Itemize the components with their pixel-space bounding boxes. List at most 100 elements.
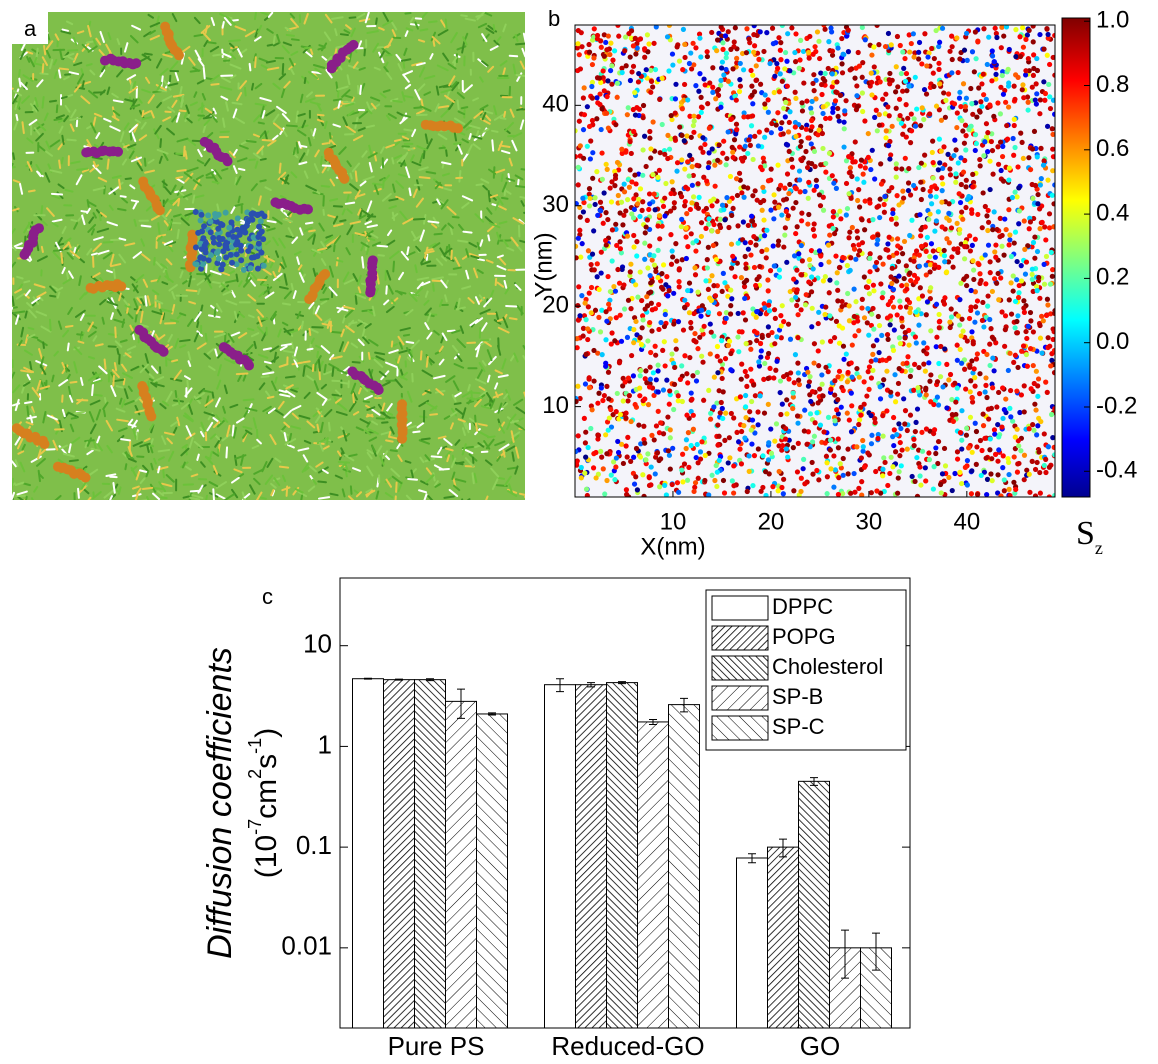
lipid-site [818,70,823,75]
lipid-site [667,147,672,152]
lipid-site [816,348,821,353]
lipid-site [795,413,800,418]
lipid [118,209,126,210]
lipid-site [637,393,642,398]
lipid-site [958,200,963,205]
lipid-site [737,77,742,82]
lipid-site [737,171,742,176]
lipid-site [865,450,870,455]
lipid-site [1046,82,1051,87]
lipid [321,157,322,164]
lipid-site [582,416,587,421]
lipid-site [886,31,891,36]
lipid-site [1045,390,1050,395]
lipid [432,456,442,457]
lipid-site [862,379,867,384]
lipid [244,399,254,400]
lipid [500,118,505,119]
lipid-site [923,478,928,483]
lipid-site [892,372,897,377]
lipid [430,414,437,415]
lipid-site [645,32,650,37]
lipid-site [998,216,1003,221]
lipid [327,438,328,444]
nanosheet-atom [222,242,228,248]
lipid-site [801,80,806,85]
lipid-site [925,235,930,240]
lipid [96,344,103,345]
lipid [195,35,203,36]
lipid-site [743,240,748,245]
lipid-site [695,442,700,447]
lipid-site [928,194,933,199]
lipid [60,69,68,70]
lipid [160,139,161,147]
lipid-site [955,110,960,115]
lipid [215,308,216,316]
lipid [19,70,20,76]
lipid [27,407,28,416]
lipid-site [727,455,732,460]
lipid [407,247,408,254]
lipid-site [921,340,926,345]
lipid-site [996,162,1001,167]
lipid-site [879,181,884,186]
lipid-site [634,253,639,258]
lipid-site [614,455,619,460]
lipid-site [709,30,714,35]
lipid-site [591,228,596,233]
lipid-site [1006,104,1011,109]
lipid-site [591,465,596,470]
lipid [115,363,116,370]
lipid-site [878,281,883,286]
lipid [78,341,83,342]
lipid-site [1012,325,1017,330]
lipid-site [998,275,1003,280]
lipid-site [993,26,998,31]
lipid [404,62,405,68]
lipid-site [1016,461,1021,466]
lipid-site [957,297,962,302]
lipid-site [886,337,891,342]
lipid-site [942,253,947,258]
lipid-site [684,225,689,230]
lipid-site [823,116,828,121]
lipid-site [739,362,744,367]
lipid [213,282,220,283]
lipid-site [576,182,581,187]
lipid-site [592,195,597,200]
lipid-site [793,120,798,125]
lipid-site [917,473,922,478]
lipid-site [804,98,809,103]
lipid-site [814,178,819,183]
lipid-site [706,245,711,250]
lipid-site [585,104,590,109]
lipid [351,486,352,493]
lipid-site [820,146,825,151]
lipid-site [696,476,701,481]
lipid-site [723,411,728,416]
lipid-site [1012,84,1017,89]
lipid-site [604,478,609,483]
lipid-site [767,366,772,371]
lipid-site [858,163,863,168]
lipid-site [690,164,695,169]
lipid-site [661,204,666,209]
nanosheet-atom [258,218,264,224]
lipid-site [776,35,781,40]
lipid-site [1045,178,1050,183]
lipid-site [943,98,948,103]
lipid [252,84,253,90]
lipid-site [1034,56,1039,61]
nanosheet-atom [251,211,257,217]
lipid-site [698,95,703,100]
lipid-site [949,306,954,311]
lipid-site [882,202,887,207]
lipid-site [975,492,980,497]
lipid-site [831,214,836,219]
lipid [356,171,357,181]
lipid-site [1014,388,1019,393]
lipid-site [700,135,705,140]
lipid [309,230,315,231]
lipid-site [796,370,801,375]
